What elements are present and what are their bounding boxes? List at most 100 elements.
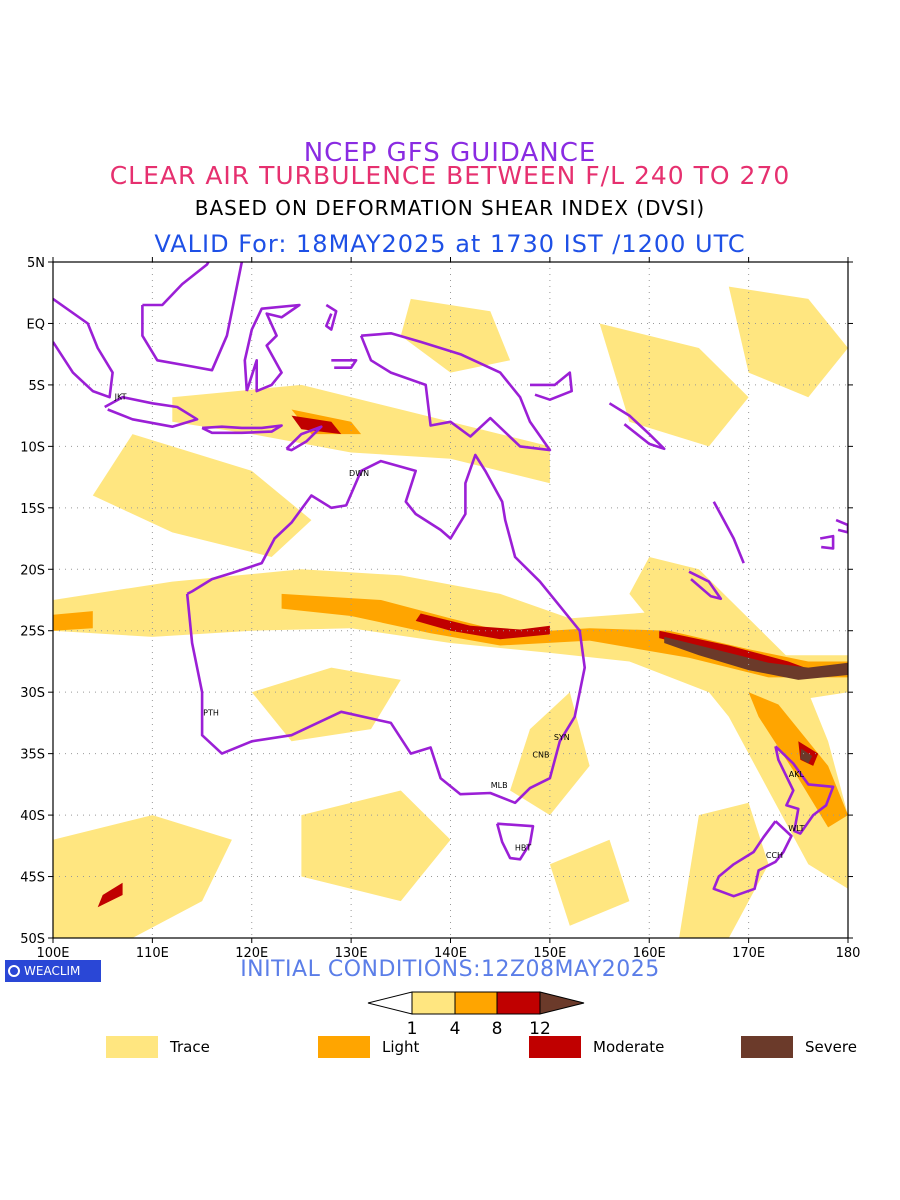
coastline — [712, 820, 793, 898]
lon-label: 160E — [633, 946, 666, 960]
turbulence-area-moderate — [291, 415, 342, 435]
colorbar-severe — [539, 991, 585, 1015]
colorbar: 1 4 8 12 — [367, 991, 585, 1038]
station-wlt: WLT — [788, 824, 804, 833]
colorbar-moderate — [496, 991, 541, 1015]
legend-light: Light — [318, 1036, 419, 1058]
logo-ring-icon — [8, 965, 20, 977]
coastlines — [53, 262, 848, 898]
legend-moderate: Moderate — [529, 1036, 664, 1058]
lat-label: 15S — [20, 502, 45, 517]
lon-label: 180 — [836, 946, 861, 960]
legend-label-moderate: Moderate — [593, 1038, 665, 1056]
turbulence-map: JKT DWN PTH SYN CNB MLB HBT AKL WLT CCH 5N EQ 5S 10S… — [20, 256, 860, 960]
turbulence-area-trace — [251, 667, 401, 742]
turbulence-area-trace — [400, 298, 511, 373]
initial-conditions: INITIAL CONDITIONS:12Z08MAY2025 — [240, 957, 660, 982]
colorbar-tick-1: 1 — [407, 1019, 418, 1038]
coastline — [688, 570, 723, 601]
turbulence-area-trace — [172, 384, 550, 484]
lon-label: 100E — [36, 946, 69, 960]
coastline — [185, 453, 587, 805]
weaclim-logo: WEACLIM — [5, 960, 101, 982]
legend-swatch-trace — [106, 1036, 158, 1058]
turbulence-area-trace — [599, 323, 749, 447]
station-hbt: HBT — [515, 844, 532, 853]
lat-label: 35S — [20, 748, 45, 763]
turbulence-area-trace — [728, 286, 848, 398]
lat-label: 20S — [20, 563, 45, 578]
coastline — [141, 262, 244, 372]
brand-label: WEACLIM — [24, 964, 81, 978]
turbulence-area-trace — [92, 434, 312, 557]
turbulence-area-trace — [549, 839, 630, 926]
coastline — [819, 534, 835, 550]
title-turbulence: CLEAR AIR TURBULENCE BETWEEN F/L 240 TO … — [109, 161, 791, 190]
lat-label: 40S — [20, 809, 45, 824]
lat-label: 45S — [20, 871, 45, 886]
lon-label: 140E — [434, 946, 467, 960]
turbulence-area-moderate — [415, 613, 550, 640]
legend-swatch-light — [318, 1036, 370, 1058]
legend-severe: Severe — [741, 1036, 857, 1058]
lat-label: 5S — [28, 379, 45, 394]
colorbar-tick-8: 8 — [492, 1019, 503, 1038]
coastline — [608, 402, 666, 451]
legend-label-trace: Trace — [170, 1038, 210, 1056]
turbulence-area-trace — [679, 802, 769, 938]
title-valid-time: VALID For: 18MAY2025 at 1730 IST /1200 U… — [154, 230, 746, 258]
turbulence-area-moderate — [659, 630, 819, 673]
coastline — [359, 332, 552, 452]
colorbar-tick-4: 4 — [450, 1019, 461, 1038]
station-mlb: MLB — [491, 781, 508, 790]
coastline — [495, 822, 535, 861]
coastline — [53, 297, 114, 399]
lat-label: 30S — [20, 686, 45, 701]
lat-label: 25S — [20, 625, 45, 640]
colorbar-trace — [411, 991, 456, 1015]
turbulence-area-trace — [53, 569, 848, 705]
station-cnb: CNB — [532, 750, 549, 759]
turbulence-area-light — [53, 611, 93, 631]
turbulence-area-moderate — [97, 882, 123, 908]
station-jkt: JKT — [114, 393, 127, 402]
station-akl: AKL — [789, 770, 805, 779]
turbulence-shading — [53, 286, 848, 938]
lon-label: 150E — [533, 946, 566, 960]
coastline — [243, 303, 301, 393]
coastline — [285, 425, 323, 452]
lon-label: 170E — [732, 946, 765, 960]
turbulence-area-severe — [800, 748, 813, 764]
lat-label: 5N — [27, 256, 45, 271]
coastline — [331, 359, 358, 369]
lon-label: 120E — [235, 946, 268, 960]
colorbar-tick-12: 12 — [529, 1019, 551, 1038]
coastline — [104, 395, 199, 428]
lon-label: 110E — [136, 946, 169, 960]
legend-label-severe: Severe — [805, 1038, 857, 1056]
station-syn: SYN — [554, 733, 570, 742]
lat-label: EQ — [27, 317, 45, 332]
legend-trace: Trace — [106, 1036, 210, 1058]
station-pth: PTH — [203, 709, 219, 718]
coastline — [774, 745, 835, 835]
title-method: BASED ON DEFORMATION SHEAR INDEX (DVSI) — [194, 196, 706, 220]
coastline — [712, 501, 745, 564]
turbulence-area-trace — [301, 790, 451, 902]
coastline — [530, 371, 574, 401]
lon-label: 130E — [335, 946, 368, 960]
legend-swatch-severe — [741, 1036, 793, 1058]
station-cch: CCH — [766, 851, 783, 860]
coastline — [324, 303, 338, 331]
turbulence-area-light — [748, 692, 848, 828]
title-guidance: NCEP GFS GUIDANCE — [303, 138, 597, 168]
colorbar-light — [454, 991, 498, 1015]
station-dwn: DWN — [349, 469, 369, 478]
legend-swatch-moderate — [529, 1036, 581, 1058]
turbulence-area-severe — [664, 636, 848, 680]
lat-label: 50S — [20, 932, 45, 947]
map-gridlines — [53, 262, 848, 938]
lat-label: 10S — [20, 440, 45, 455]
legend-label-light: Light — [382, 1038, 420, 1056]
